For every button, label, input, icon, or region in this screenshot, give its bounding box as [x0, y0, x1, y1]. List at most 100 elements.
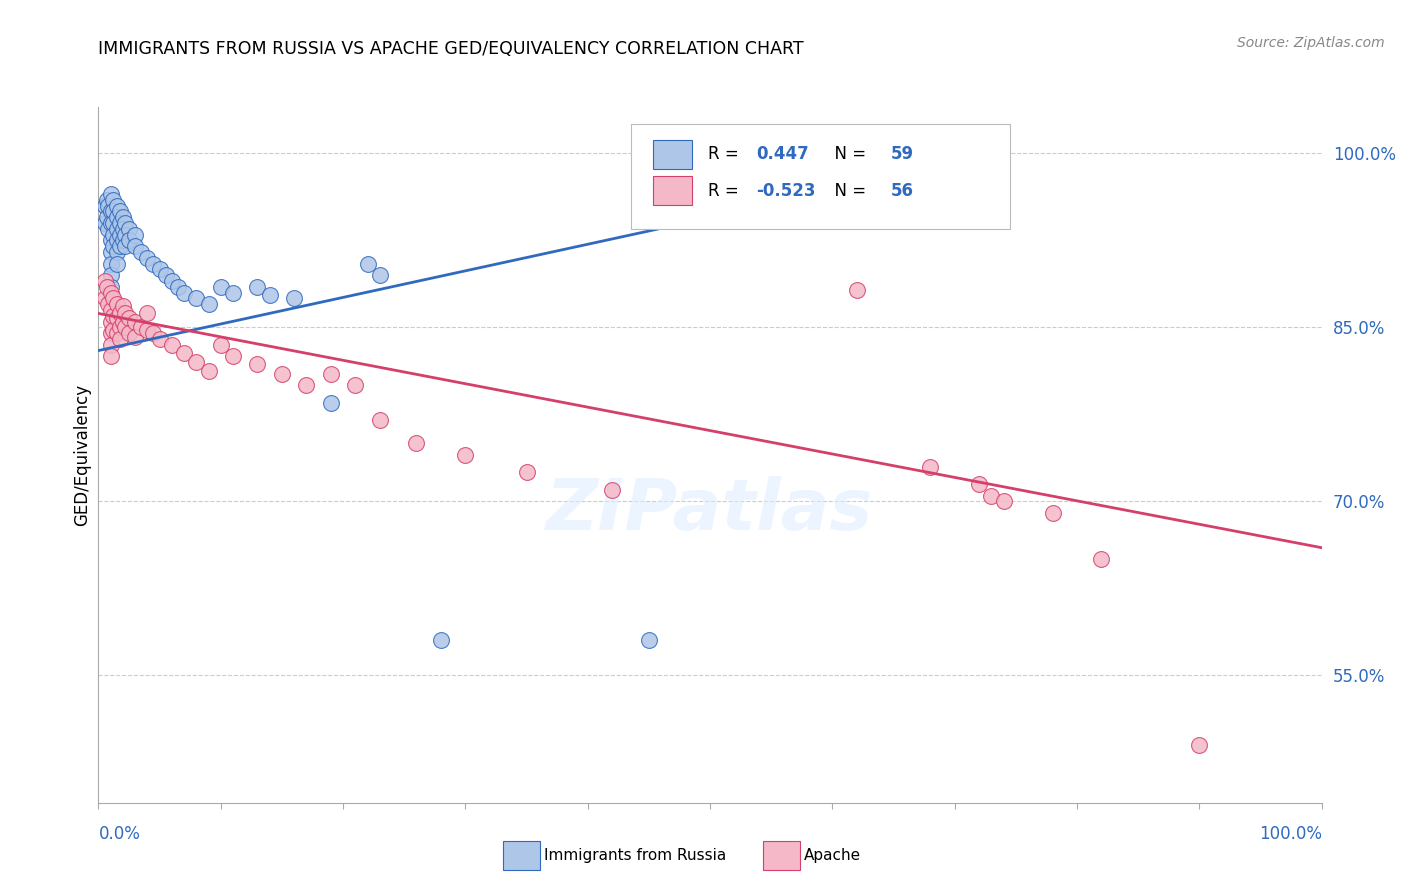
Point [111, 222, 134, 236]
Point [101, 216, 124, 230]
FancyBboxPatch shape [652, 140, 692, 169]
Point [600, 483, 623, 497]
Text: R =: R = [707, 145, 744, 163]
Point [100, 315, 122, 329]
Point [114, 320, 136, 334]
Point [111, 300, 134, 314]
Point [405, 436, 427, 450]
Point [114, 239, 136, 253]
FancyBboxPatch shape [630, 124, 1010, 229]
Point [167, 280, 190, 294]
Point [920, 459, 942, 474]
Text: N =: N = [824, 145, 872, 163]
Point [110, 204, 132, 219]
Point [101, 204, 124, 219]
Text: -0.523: -0.523 [756, 182, 815, 200]
Point [1042, 506, 1064, 520]
Point [100, 326, 122, 341]
Point [110, 239, 132, 253]
Point [246, 280, 269, 294]
Point [100, 338, 122, 352]
Point [100, 350, 122, 364]
Point [114, 216, 136, 230]
Point [101, 239, 124, 253]
Point [197, 297, 219, 311]
Point [295, 378, 318, 392]
Point [129, 244, 152, 259]
Point [160, 338, 183, 352]
Point [129, 320, 152, 334]
Point [1090, 552, 1112, 566]
Point [368, 413, 391, 427]
Point [967, 152, 990, 166]
Point [105, 326, 128, 341]
Text: Source: ZipAtlas.com: Source: ZipAtlas.com [1237, 36, 1385, 50]
Point [100, 233, 122, 247]
Point [100, 280, 122, 294]
Point [118, 222, 141, 236]
Point [101, 291, 124, 305]
Point [344, 378, 367, 392]
Text: 0.0%: 0.0% [98, 825, 141, 843]
Point [93, 291, 115, 305]
Y-axis label: GED/Equivalency: GED/Equivalency [73, 384, 91, 526]
Point [142, 257, 165, 271]
Point [105, 199, 128, 213]
Point [136, 306, 159, 320]
Point [124, 329, 146, 343]
Point [110, 227, 132, 242]
Point [105, 233, 128, 247]
Point [124, 239, 146, 253]
Point [101, 227, 124, 242]
Point [114, 306, 136, 320]
Point [124, 315, 146, 329]
Point [246, 358, 269, 372]
Point [100, 216, 122, 230]
Text: IMMIGRANTS FROM RUSSIA VS APACHE GED/EQUIVALENCY CORRELATION CHART: IMMIGRANTS FROM RUSSIA VS APACHE GED/EQU… [98, 40, 804, 58]
Point [97, 222, 120, 236]
Point [96, 211, 118, 225]
Point [118, 233, 141, 247]
Point [111, 211, 134, 225]
Point [101, 323, 124, 337]
Text: Immigrants from Russia: Immigrants from Russia [544, 848, 727, 863]
Point [111, 315, 134, 329]
Point [110, 320, 132, 334]
Point [100, 244, 122, 259]
Point [319, 396, 342, 410]
Point [111, 233, 134, 247]
Text: 0.447: 0.447 [756, 145, 810, 163]
Point [100, 187, 122, 202]
Point [980, 489, 1002, 503]
Text: Apache: Apache [804, 848, 862, 863]
Point [356, 257, 378, 271]
Point [197, 364, 219, 378]
Point [96, 280, 118, 294]
Point [93, 199, 115, 213]
Point [160, 274, 183, 288]
Point [110, 306, 132, 320]
Point [105, 297, 128, 311]
Text: N =: N = [824, 182, 872, 200]
Point [173, 285, 195, 300]
Point [114, 227, 136, 242]
Point [845, 283, 868, 297]
Point [515, 466, 537, 480]
Point [124, 227, 146, 242]
Point [186, 355, 208, 369]
Point [105, 257, 128, 271]
Point [100, 268, 122, 282]
Point [110, 332, 132, 346]
Point [118, 326, 141, 341]
Point [105, 311, 128, 326]
Point [209, 338, 232, 352]
Point [105, 211, 128, 225]
Point [283, 291, 305, 305]
Point [368, 268, 391, 282]
Text: 56: 56 [891, 182, 914, 200]
Point [100, 257, 122, 271]
Point [93, 216, 115, 230]
Text: R =: R = [707, 182, 744, 200]
Point [96, 193, 118, 207]
Point [209, 280, 232, 294]
